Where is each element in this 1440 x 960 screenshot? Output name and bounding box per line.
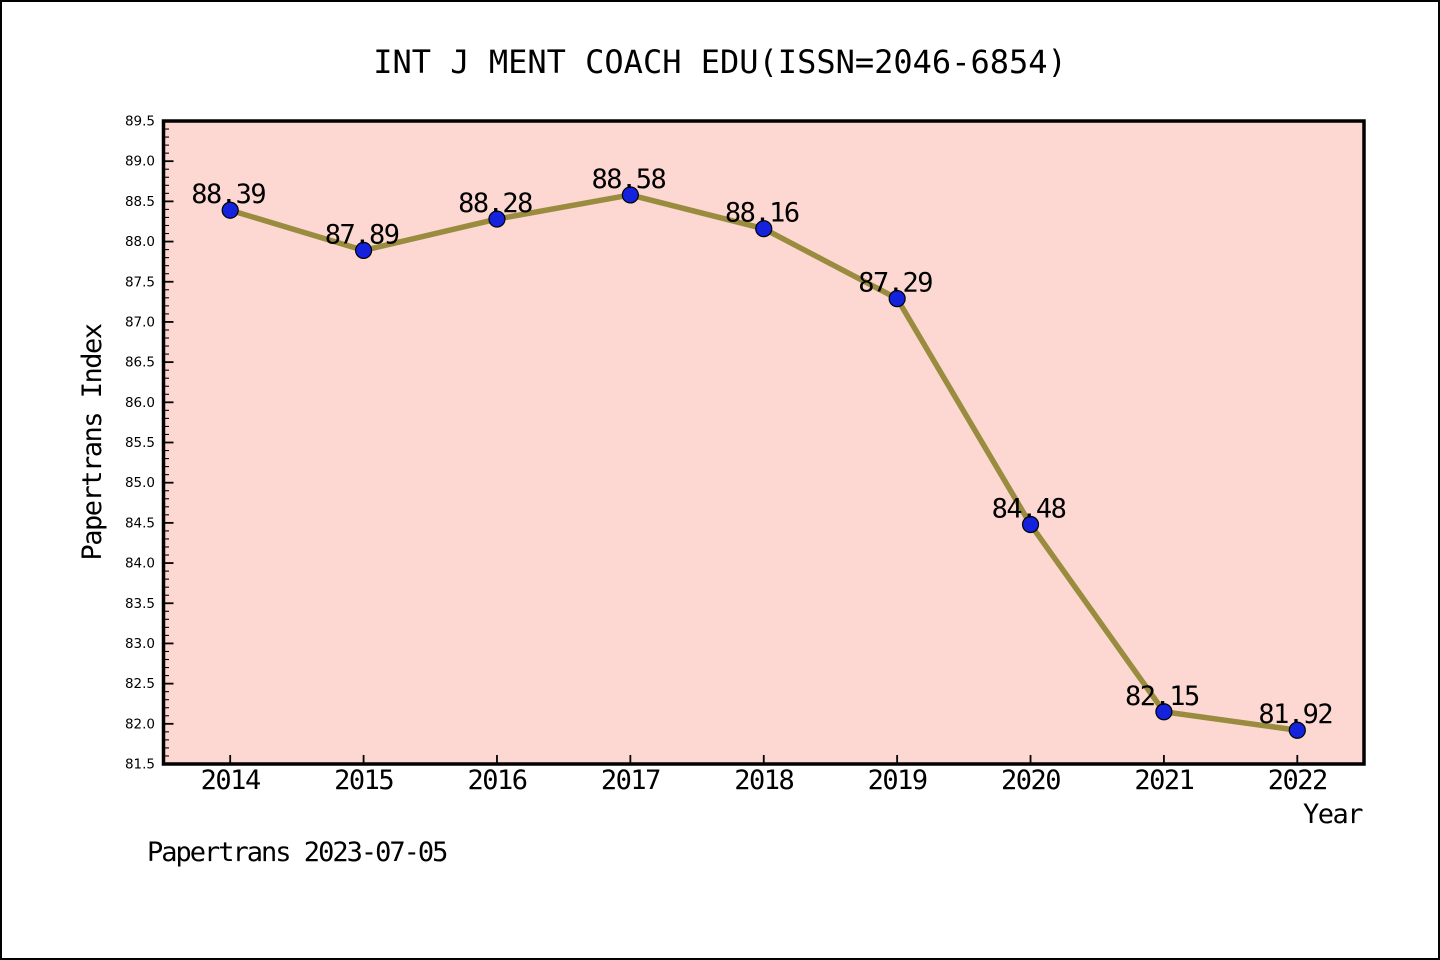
y-tick-label: 81.5 — [125, 757, 155, 773]
x-tick-label: 2016 — [467, 765, 526, 796]
point-label-2020: 84.48 — [992, 493, 1066, 524]
data-point-2018 — [755, 220, 773, 238]
y-tick-label: 86.0 — [125, 395, 155, 411]
x-tick-label: 2014 — [201, 765, 260, 796]
point-label-2019: 87.29 — [858, 268, 932, 299]
data-point-2021 — [1155, 703, 1173, 721]
point-label-2015: 87.89 — [325, 219, 399, 250]
y-tick-label: 87.5 — [125, 274, 155, 290]
point-label-2021: 82.15 — [1125, 681, 1199, 712]
y-tick-label: 87.0 — [125, 314, 155, 330]
x-tick-label: 2020 — [1001, 765, 1060, 796]
x-tick-label: 2019 — [868, 765, 927, 796]
data-point-2017 — [621, 186, 639, 204]
data-point-2022 — [1288, 721, 1306, 739]
watermark-text: Papertrans 2023-07-05 — [147, 837, 448, 868]
x-tick-label: 2017 — [601, 765, 660, 796]
y-tick-label: 88.0 — [125, 234, 155, 250]
point-label-2017: 88.58 — [591, 164, 665, 195]
data-point-2019 — [888, 290, 906, 308]
y-tick-label: 85.0 — [125, 475, 155, 491]
y-tick-label: 88.5 — [125, 194, 155, 210]
y-tick-label: 89.0 — [125, 154, 155, 170]
y-tick-label: 83.5 — [125, 596, 155, 612]
x-tick-label: 2022 — [1268, 765, 1327, 796]
chart-title: INT J MENT COACH EDU(ISSN=2046-6854) — [373, 43, 1067, 81]
y-tick-label: 86.5 — [125, 355, 155, 371]
y-tick-label: 85.5 — [125, 435, 155, 451]
y-tick-label: 84.5 — [125, 515, 155, 531]
point-label-2022: 81.92 — [1258, 699, 1332, 730]
data-point-2016 — [488, 210, 506, 228]
y-axis-title: Papertrans Index — [77, 323, 108, 560]
x-tick-label: 2021 — [1134, 765, 1193, 796]
y-tick-label: 83.0 — [125, 636, 155, 652]
y-tick-label: 84.0 — [125, 556, 155, 572]
x-tick-label: 2018 — [734, 765, 793, 796]
y-tick-label: 82.5 — [125, 676, 155, 692]
point-label-2014: 88.39 — [191, 179, 265, 210]
axes-frame — [161, 119, 1366, 766]
point-label-2016: 88.28 — [458, 188, 532, 219]
data-point-2015 — [354, 241, 373, 260]
point-label-2018: 88.16 — [725, 198, 799, 229]
data-point-2020 — [1021, 515, 1040, 534]
x-axis-title: Year — [1303, 799, 1363, 830]
data-point-2014 — [221, 201, 239, 219]
y-tick-label: 89.5 — [125, 114, 155, 130]
y-tick-label: 82.0 — [125, 716, 155, 732]
x-tick-label: 2015 — [334, 765, 393, 796]
